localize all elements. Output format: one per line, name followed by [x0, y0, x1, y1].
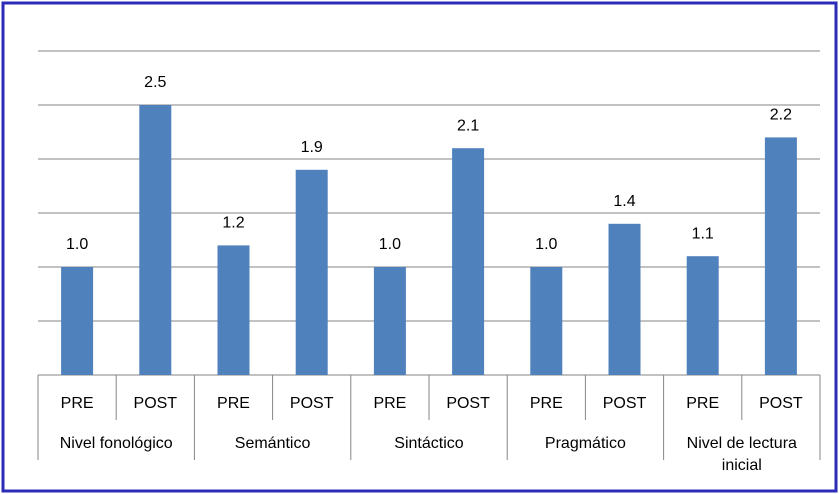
- bar: [217, 245, 250, 375]
- group-label: Nivel de lectura inicial: [686, 435, 797, 474]
- x-tick-label: PRE: [61, 395, 94, 412]
- bar: [530, 267, 563, 375]
- x-tick-label: PRE: [686, 395, 719, 412]
- x-tick-label: POST: [759, 395, 803, 412]
- group-label: Sintáctico: [394, 435, 464, 452]
- value-label: 1.9: [301, 139, 323, 156]
- value-label: 2.2: [770, 107, 792, 124]
- bar: [139, 105, 172, 375]
- group-label: Pragmático: [544, 435, 626, 452]
- bar: [608, 223, 641, 375]
- x-tick-label: POST: [603, 395, 647, 412]
- x-tick-label: POST: [290, 395, 334, 412]
- bar: [295, 169, 328, 375]
- bar: [764, 137, 797, 375]
- value-label: 1.2: [222, 215, 244, 232]
- x-tick-label: POST: [446, 395, 490, 412]
- bar: [373, 267, 406, 375]
- bar: [452, 148, 485, 375]
- value-label: 1.4: [613, 193, 635, 210]
- value-label: 2.5: [144, 74, 166, 91]
- value-label: 1.0: [535, 236, 557, 253]
- x-tick-label: PRE: [217, 395, 250, 412]
- group-label: Semántico: [234, 435, 311, 452]
- bar: [61, 267, 94, 375]
- group-label: Nivel fonológico: [59, 435, 173, 452]
- x-tick-label: PRE: [530, 395, 563, 412]
- value-label: 1.0: [66, 236, 88, 253]
- value-label: 1.0: [379, 236, 401, 253]
- bar: [686, 256, 719, 375]
- x-tick-label: POST: [134, 395, 178, 412]
- x-tick-label: PRE: [373, 395, 406, 412]
- value-label: 1.1: [692, 225, 714, 242]
- value-label: 2.1: [457, 117, 479, 134]
